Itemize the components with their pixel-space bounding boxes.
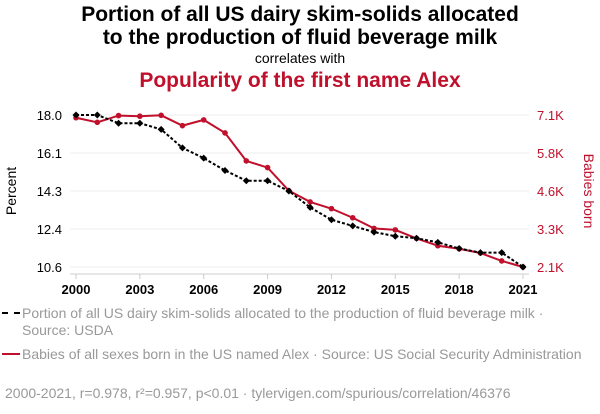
series-babies-point	[498, 258, 505, 264]
series-dairy-point	[498, 249, 506, 257]
series-dairy-point	[115, 119, 123, 127]
series-dairy-line	[76, 114, 524, 268]
y-right-tick-label: 5.8K	[537, 146, 564, 161]
series-babies-point	[349, 214, 356, 221]
x-tick-label: 2000	[62, 282, 91, 297]
y-right-tick-label: 3.3K	[537, 222, 564, 237]
series-babies-point	[328, 205, 335, 212]
y-left-tick-label: 16.1	[37, 146, 62, 161]
series-babies-point	[392, 227, 399, 233]
series-babies-point	[307, 199, 313, 205]
series-dairy-point	[264, 177, 272, 185]
y-right-tick-label: 2.1K	[537, 260, 564, 275]
x-tick-label: 2003	[125, 282, 154, 297]
x-tick-label: 2009	[253, 282, 282, 297]
chart-title-line2: to the production of fluid beverage milk	[102, 26, 498, 49]
series-babies-point	[94, 119, 101, 126]
y-left-tick-label: 12.4	[37, 222, 62, 237]
y-left-tick-label: 18.0	[37, 108, 62, 123]
chart-title-line1: Portion of all US dairy skim-solids allo…	[81, 3, 519, 26]
series-dairy-point	[157, 125, 165, 133]
series-babies-point	[264, 164, 271, 171]
x-tick-label: 2021	[509, 282, 538, 297]
series-dairy-point	[455, 245, 463, 253]
series-dairy-point	[476, 249, 484, 257]
series-babies-point	[137, 113, 143, 120]
y-left-tick-label: 14.3	[37, 184, 62, 199]
legend-marker-black-dashed	[2, 312, 20, 314]
series-dairy-point	[413, 234, 421, 242]
series-dairy-point	[178, 144, 186, 152]
x-tick-label: 2006	[189, 282, 218, 297]
series-dairy-point	[519, 263, 527, 271]
x-tick-label: 2018	[445, 282, 474, 297]
series-dairy-point	[200, 154, 208, 162]
series-babies-point	[158, 112, 164, 119]
legend-item-series2: Babies of all sexes born in the US named…	[2, 346, 582, 363]
series-dairy-point	[93, 111, 101, 119]
y-left-tick-label: 10.6	[37, 260, 62, 275]
x-tick-label: 2012	[317, 282, 346, 297]
series-babies-point	[243, 158, 250, 164]
series-dairy-point	[349, 222, 357, 230]
series-babies-point	[179, 122, 186, 129]
series-babies-point	[371, 225, 377, 232]
series-dairy-point	[221, 166, 229, 174]
series-dairy-point	[242, 177, 250, 185]
series-dairy-point	[306, 203, 314, 211]
x-tick-label: 2015	[381, 282, 410, 297]
legend-label: Portion of all US dairy skim-solids allo…	[22, 305, 544, 338]
correlates-with-label: correlates with	[254, 50, 346, 66]
series-dairy-point	[391, 232, 399, 240]
series-dairy-point	[370, 228, 378, 236]
y-axis-right-label: Babies born	[581, 154, 597, 229]
series-dairy-point	[72, 111, 80, 119]
series-dairy-point	[434, 238, 442, 246]
legend-label: Babies of all sexes born in the US named…	[22, 346, 582, 362]
legend-marker-red-line	[2, 353, 20, 355]
chart-title-2: Popularity of the first name Alex	[139, 69, 461, 92]
series-dairy-point	[136, 119, 144, 127]
footer-stats: 2000-2021, r=0.978, r²=0.957, p<0.01 · t…	[5, 385, 511, 401]
series-dairy-point	[327, 216, 335, 224]
series-dairy-point	[285, 187, 293, 195]
legend-item-series1: Portion of all US dairy skim-solids allo…	[2, 305, 582, 339]
series-babies-line	[75, 114, 524, 268]
y-right-tick-label: 7.1K	[537, 108, 564, 123]
series-babies-point	[222, 130, 228, 136]
series-babies-point	[115, 112, 122, 119]
y-axis-left-label: Percent	[3, 167, 19, 215]
series-babies-point	[200, 117, 207, 123]
y-right-tick-label: 4.6K	[537, 184, 564, 199]
